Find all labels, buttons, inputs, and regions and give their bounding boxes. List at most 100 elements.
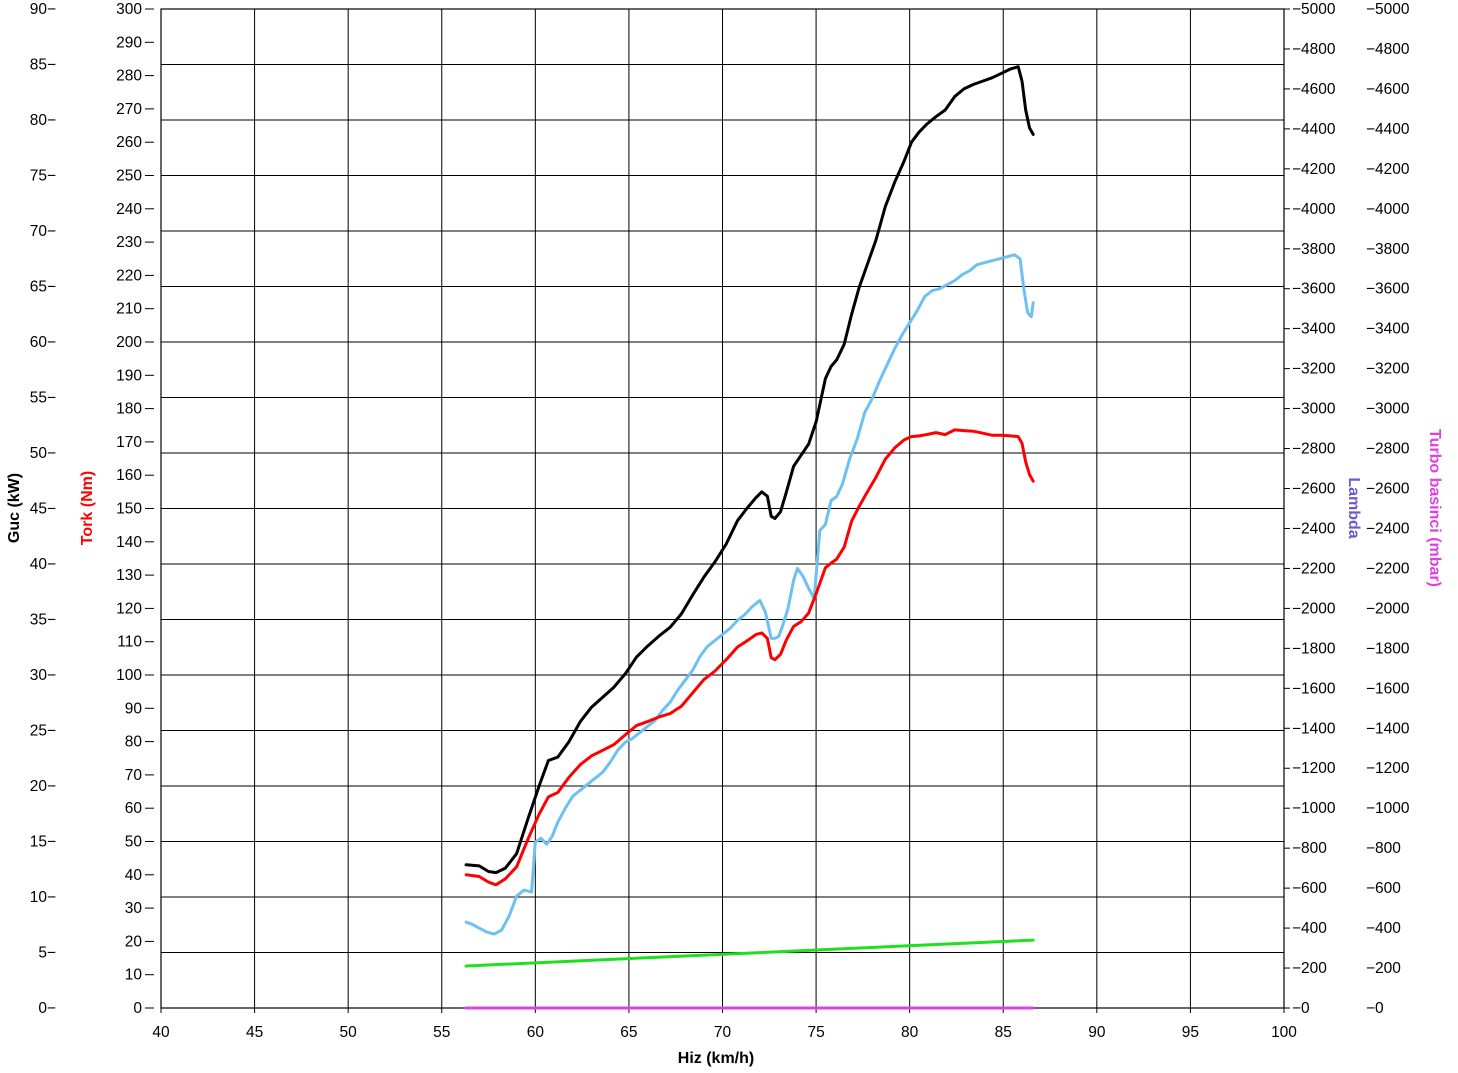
lambda-tick-label: −4000 bbox=[1292, 201, 1336, 218]
torque-tick-label: 100 bbox=[116, 667, 142, 684]
lambda-tick-label: −1000 bbox=[1292, 800, 1336, 817]
torque-tick-label: 140 bbox=[116, 534, 142, 551]
power-tick-label: 85− bbox=[30, 57, 56, 74]
power-tick-label: 40− bbox=[30, 556, 56, 573]
x-tick-label: 75 bbox=[807, 1024, 824, 1041]
lambda-tick-label: −2200 bbox=[1292, 560, 1336, 577]
lambda-series-line bbox=[464, 253, 1035, 936]
grid bbox=[160, 8, 1285, 1009]
power-tick-label: 75− bbox=[30, 168, 56, 185]
lambda-tick-label: −1800 bbox=[1292, 640, 1336, 657]
lambda-tick-label: −2800 bbox=[1292, 441, 1336, 458]
x-tick-label: 95 bbox=[1182, 1024, 1199, 1041]
x-tick-label: 90 bbox=[1088, 1024, 1106, 1041]
power-tick-label: 55− bbox=[30, 390, 56, 407]
lambda-tick-label: −1200 bbox=[1292, 760, 1336, 777]
lambda-tick-label: −800 bbox=[1292, 840, 1327, 857]
turbo-tick-label: −2600 bbox=[1366, 481, 1410, 498]
turbo-axis-title: Turbo basinci (mbar) bbox=[1426, 429, 1443, 587]
lambda-tick-label: −4600 bbox=[1292, 81, 1336, 98]
torque-tick-label: 70 bbox=[125, 767, 143, 784]
power-tick-label: 0− bbox=[38, 1000, 56, 1017]
turbo-tick-label: −800 bbox=[1366, 840, 1401, 857]
lambda-tick-label: −3200 bbox=[1292, 361, 1336, 378]
turbo-tick-label: −4400 bbox=[1366, 121, 1410, 138]
power-tick-label: 60− bbox=[30, 334, 56, 351]
torque-series-line bbox=[464, 428, 1035, 887]
turbo-tick-label: −3400 bbox=[1366, 321, 1410, 338]
torque-tick-label: 210 bbox=[116, 301, 142, 318]
lambda-tick-label: −1400 bbox=[1292, 720, 1336, 737]
torque-tick-label: 30 bbox=[125, 900, 143, 917]
x-tick-label: 85 bbox=[995, 1024, 1012, 1041]
turbo-tick-label: −1000 bbox=[1366, 800, 1410, 817]
lambda-tick-label: −2600 bbox=[1292, 481, 1336, 498]
turbo-tick-label: −1600 bbox=[1366, 680, 1410, 697]
lambda-tick-label: −1600 bbox=[1292, 680, 1336, 697]
power-tick-label: 5− bbox=[38, 945, 56, 962]
turbo-tick-label: −1400 bbox=[1366, 720, 1410, 737]
lambda-tick-label: −3400 bbox=[1292, 321, 1336, 338]
torque-tick-label: 60 bbox=[125, 800, 143, 817]
turbo-tick-label: −3000 bbox=[1366, 401, 1410, 418]
lambda-tick-label: −3600 bbox=[1292, 281, 1336, 298]
tick-labels: 40 45 50 55 60 65 70 75 80 85 90 95 1000−5−10−15−20−… bbox=[30, 1, 1410, 1041]
torque-tick-label: 130 bbox=[116, 567, 142, 584]
power-tick-label: 70− bbox=[30, 223, 56, 240]
torque-tick-label: 250 bbox=[116, 168, 142, 185]
lambda-tick-label: −4800 bbox=[1292, 41, 1336, 58]
turbo-tick-label: −2200 bbox=[1366, 560, 1410, 577]
torque-tick-label: 0 bbox=[133, 1000, 142, 1017]
power-tick-label: 20− bbox=[30, 778, 56, 795]
turbo-tick-label: −4000 bbox=[1366, 201, 1410, 218]
lambda-tick-label: −5000 bbox=[1292, 1, 1336, 18]
power-tick-label: 10− bbox=[30, 889, 56, 906]
torque-tick-label: 260 bbox=[116, 134, 142, 151]
turbo-tick-label: −3200 bbox=[1366, 361, 1410, 378]
x-tick-label: 50 bbox=[340, 1024, 358, 1041]
turbo-tick-label: −5000 bbox=[1366, 1, 1410, 18]
turbo-tick-label: −4800 bbox=[1366, 41, 1410, 58]
torque-tick-label: 80 bbox=[125, 734, 143, 751]
lambda-tick-label: −400 bbox=[1292, 920, 1327, 937]
turbo-tick-label: −4600 bbox=[1366, 81, 1410, 98]
torque-tick-label: 90 bbox=[125, 700, 143, 717]
power-tick-label: 35− bbox=[30, 612, 56, 629]
series-lines bbox=[464, 65, 1035, 1010]
power-tick-label: 80− bbox=[30, 112, 56, 129]
power-tick-label: 50− bbox=[30, 445, 56, 462]
turbo-tick-label: −1800 bbox=[1366, 640, 1410, 657]
turbo-tick-label: −4200 bbox=[1366, 161, 1410, 178]
turbo-series-line bbox=[464, 938, 1035, 968]
lambda-tick-label: −2400 bbox=[1292, 520, 1336, 537]
turbo-tick-label: −3600 bbox=[1366, 281, 1410, 298]
torque-tick-label: 240 bbox=[116, 201, 142, 218]
torque-axis-title: Tork (Nm) bbox=[79, 471, 96, 545]
lambda-tick-label: −3800 bbox=[1292, 241, 1336, 258]
x-tick-label: 55 bbox=[433, 1024, 450, 1041]
torque-tick-label: 220 bbox=[116, 267, 142, 284]
turbo-tick-label: −1200 bbox=[1366, 760, 1410, 777]
power-tick-label: 15− bbox=[30, 834, 56, 851]
x-tick-label: 60 bbox=[527, 1024, 545, 1041]
turbo-tick-label: −600 bbox=[1366, 880, 1401, 897]
torque-tick-label: 120 bbox=[116, 600, 142, 617]
power-tick-label: 30− bbox=[30, 667, 56, 684]
torque-tick-label: 20 bbox=[125, 933, 143, 950]
x-tick-label: 80 bbox=[901, 1024, 919, 1041]
torque-tick-label: 10 bbox=[125, 967, 143, 984]
x-tick-label: 40 bbox=[152, 1024, 170, 1041]
torque-tick-label: 180 bbox=[116, 401, 142, 418]
lambda-tick-label: −2000 bbox=[1292, 600, 1336, 617]
lambda-tick-label: −0 bbox=[1292, 1000, 1310, 1017]
lambda-tick-label: −3000 bbox=[1292, 401, 1336, 418]
torque-tick-label: 270 bbox=[116, 101, 142, 118]
power-tick-label: 45− bbox=[30, 501, 56, 518]
power-series-line bbox=[464, 65, 1035, 875]
turbo-tick-label: −2800 bbox=[1366, 441, 1410, 458]
x-tick-label: 65 bbox=[620, 1024, 637, 1041]
turbo-tick-label: −2400 bbox=[1366, 520, 1410, 537]
torque-tick-label: 40 bbox=[125, 867, 143, 884]
